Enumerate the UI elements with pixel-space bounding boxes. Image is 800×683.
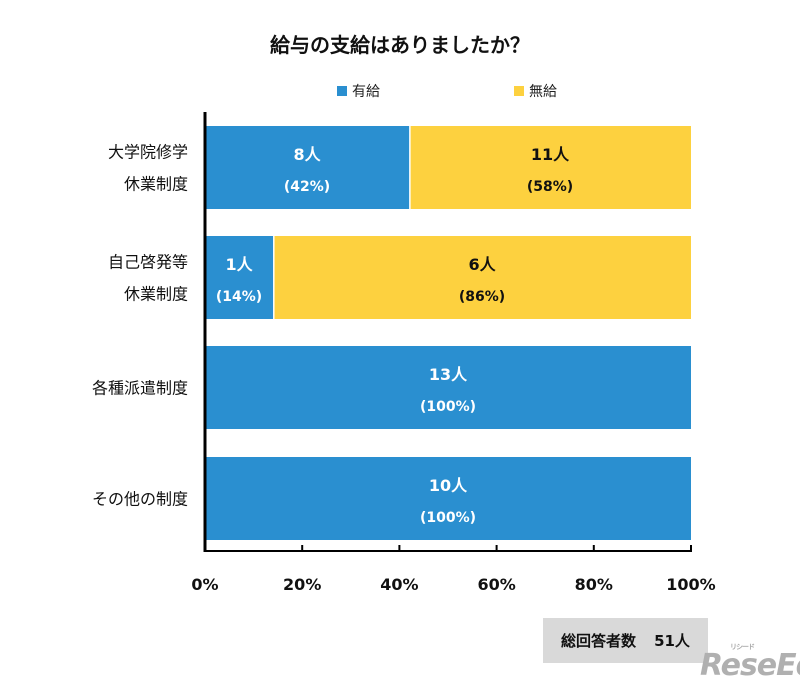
x-tick-label: 80%	[575, 575, 613, 594]
bar-segment	[205, 457, 691, 540]
data-label-percent: (100%)	[420, 399, 476, 415]
category-label: 大学院修学	[108, 143, 188, 162]
category-label: 休業制度	[124, 285, 188, 304]
data-label-count: 11人	[531, 145, 570, 164]
data-label-percent: (14%)	[216, 289, 262, 305]
category-label: その他の制度	[92, 490, 188, 509]
data-label-percent: (42%)	[284, 179, 330, 195]
total-label: 総回答者数	[561, 632, 637, 650]
bar-segment	[205, 346, 691, 429]
data-label-count: 8人	[293, 145, 321, 164]
data-label-percent: (58%)	[527, 179, 573, 195]
watermark-logo: リシードReseEd	[700, 643, 800, 683]
legend-label: 有給	[352, 84, 380, 100]
x-tick-label: 60%	[477, 575, 515, 594]
chart-title: 給与の支給はありましたか？	[270, 33, 530, 57]
category-label: 各種派遣制度	[92, 379, 188, 398]
data-label-count: 6人	[468, 255, 496, 274]
data-label-percent: (100%)	[420, 510, 476, 526]
legend-label: 無給	[529, 84, 557, 100]
bar-segment	[410, 126, 691, 209]
x-tick-label: 20%	[283, 575, 321, 594]
legend-swatch	[337, 86, 347, 96]
data-label-count: 10人	[429, 476, 468, 495]
x-tick-label: 100%	[666, 575, 715, 594]
bar-segment	[205, 236, 274, 319]
bar-segment	[274, 236, 691, 319]
data-label-percent: (86%)	[459, 289, 505, 305]
x-tick-label: 40%	[380, 575, 418, 594]
legend-swatch	[514, 86, 524, 96]
total-respondents: 総回答者数 51人	[543, 618, 708, 663]
data-label-count: 13人	[429, 365, 468, 384]
bar-segment	[205, 126, 410, 209]
total-value: 51人	[654, 632, 690, 650]
category-label: 休業制度	[124, 175, 188, 194]
category-label: 自己啓発等	[108, 253, 188, 272]
data-label-count: 1人	[225, 255, 253, 274]
x-tick-label: 0%	[191, 575, 218, 594]
